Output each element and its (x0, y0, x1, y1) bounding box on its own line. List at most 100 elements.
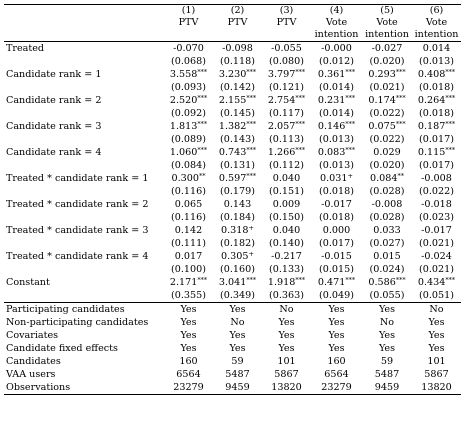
model-info-row: Candidates 160 59 101 160 59 101 (4, 355, 461, 368)
model-info-cell: Yes (428, 330, 445, 341)
significance-marker: + (347, 172, 353, 180)
coefficient-cell: 2.155*** (213, 94, 262, 107)
model-info-cell: No (262, 302, 311, 316)
row-label: Constant (6, 277, 50, 288)
coefficient-cell: -0.008 (412, 172, 461, 185)
model-info-row: VAA users 6564 5487 5867 6564 5487 5867 (4, 368, 461, 381)
standard-error-cell: (0.017) (319, 238, 354, 249)
coefficient-value: -0.024 (421, 251, 452, 262)
significance-marker: ** (198, 172, 206, 180)
coefficient-value: -0.098 (222, 43, 253, 54)
coefficient-value: 2.171 (169, 277, 198, 288)
significance-marker: *** (295, 146, 306, 154)
significance-marker: *** (445, 146, 456, 154)
model-info-cell: Yes (278, 330, 295, 341)
column-outcome: Vote (425, 17, 448, 28)
standard-error-cell: (0.100) (171, 264, 206, 275)
row-label-empty (4, 55, 164, 68)
coefficient-cell: 0.434*** (412, 276, 461, 289)
model-info-cell: 59 (380, 356, 394, 367)
row-label: Covariates (6, 330, 59, 341)
significance-marker: *** (345, 120, 356, 128)
coefficient-value: 0.031 (320, 173, 348, 184)
coefficient-row: Constant 2.171*** 3.041*** 1.918*** 0.471***… (4, 276, 461, 289)
model-info-cell: Yes (278, 343, 295, 354)
model-info-row: Covariates Yes Yes Yes Yes Yes Yes (4, 329, 461, 342)
header-outcome-row: PTV PTV PTV Vote Vote Vote (4, 17, 461, 29)
model-info-cell: Yes (180, 343, 197, 354)
coefficient-value: 0.014 (422, 43, 451, 54)
significance-marker: + (248, 224, 254, 232)
significance-marker: *** (395, 276, 406, 284)
standard-error-row: (0.093) (0.142) (0.121) (0.014) (0.021) (0.01… (4, 81, 461, 94)
coefficient-cell: 0.115*** (412, 146, 461, 159)
significance-marker: *** (395, 68, 406, 76)
coefficient-value: 0.597 (218, 173, 247, 184)
coefficient-cell: 3.230*** (213, 68, 262, 81)
coefficient-value: 0.017 (174, 251, 203, 262)
standard-error-cell: (0.113) (269, 134, 304, 145)
coefficient-value: 0.305 (221, 251, 249, 262)
model-info-cell: 6564 (176, 369, 201, 380)
coefficient-cell: 0.065 (164, 198, 213, 211)
significance-marker: *** (395, 94, 406, 102)
coefficient-value: -0.000 (321, 43, 352, 54)
column-number: (1) (164, 4, 213, 17)
standard-error-cell: (0.151) (269, 186, 304, 197)
significance-marker: *** (445, 68, 456, 76)
standard-error-cell: (0.349) (220, 290, 255, 301)
coefficient-cell: -0.027 (362, 42, 412, 56)
model-info-cell: 13820 (412, 381, 461, 395)
coefficient-row: Treated * candidate rank = 4 0.017 0.305+ -… (4, 250, 461, 263)
significance-marker: ** (397, 172, 404, 180)
coefficient-cell: 2.754*** (262, 94, 311, 107)
row-label-empty (4, 289, 164, 303)
model-info-cell: 5867 (424, 369, 449, 380)
coefficient-value: 1.813 (169, 121, 198, 132)
coefficient-cell: 0.174*** (362, 94, 412, 107)
row-label-empty (4, 133, 164, 146)
column-outcome-line2 (262, 29, 311, 42)
coefficient-cell: -0.017 (311, 198, 362, 211)
standard-error-row: (0.111) (0.182) (0.140) (0.017) (0.027) (0.02… (4, 237, 461, 250)
model-info-cell: Yes (378, 343, 396, 354)
model-info-cell: Yes (328, 317, 345, 328)
standard-error-cell: (0.027) (369, 238, 405, 249)
column-outcome: PTV (178, 17, 199, 28)
standard-error-cell: (0.080) (269, 56, 304, 67)
standard-error-cell: (0.118) (220, 56, 255, 67)
coefficient-value: 0.146 (317, 121, 346, 132)
significance-marker: *** (295, 120, 306, 128)
significance-marker: *** (197, 146, 208, 154)
coefficient-value: 0.040 (272, 173, 301, 184)
model-info-cell: Yes (229, 330, 246, 341)
coefficient-cell: 1.266*** (262, 146, 311, 159)
coefficient-cell: 0.597*** (213, 172, 262, 185)
coefficient-row: Treated -0.070 -0.098 -0.055 -0.000 -0.027 0.0… (4, 42, 461, 56)
coefficient-value: -0.217 (271, 251, 302, 262)
standard-error-row: (0.116) (0.179) (0.151) (0.018) (0.028) (0.02… (4, 185, 461, 198)
standard-error-cell: (0.023) (419, 212, 454, 223)
coefficient-row: Candidate rank = 2 2.520*** 2.155*** 2.754*… (4, 94, 461, 107)
model-info-cell: 5867 (274, 369, 299, 380)
coefficient-value: 0.293 (368, 69, 396, 80)
row-label-empty (4, 107, 164, 120)
coefficient-value: 0.264 (417, 95, 446, 106)
standard-error-row: (0.092) (0.145) (0.117) (0.014) (0.022) (0.01… (4, 107, 461, 120)
coefficient-cell: 0.014 (412, 42, 461, 56)
standard-error-cell: (0.133) (269, 264, 304, 275)
coefficient-cell: 2.057*** (262, 120, 311, 133)
model-info-cell: Yes (229, 343, 246, 354)
significance-marker: *** (445, 120, 456, 128)
coefficient-row: Candidate rank = 3 1.813*** 1.382*** 2.057*… (4, 120, 461, 133)
row-label: Treated (6, 43, 45, 54)
significance-marker: *** (246, 276, 257, 284)
coefficient-value: 0.040 (272, 225, 301, 236)
standard-error-cell: (0.013) (419, 56, 454, 67)
coefficient-value: 1.060 (169, 147, 198, 158)
standard-error-cell: (0.143) (220, 134, 255, 145)
model-info-cell: 5487 (374, 369, 400, 380)
model-info-row: Candidate fixed effects Yes Yes Yes Yes Yes Ye… (4, 342, 461, 355)
coefficient-cell: 0.143 (213, 198, 262, 211)
coefficient-value: 2.057 (267, 121, 296, 132)
